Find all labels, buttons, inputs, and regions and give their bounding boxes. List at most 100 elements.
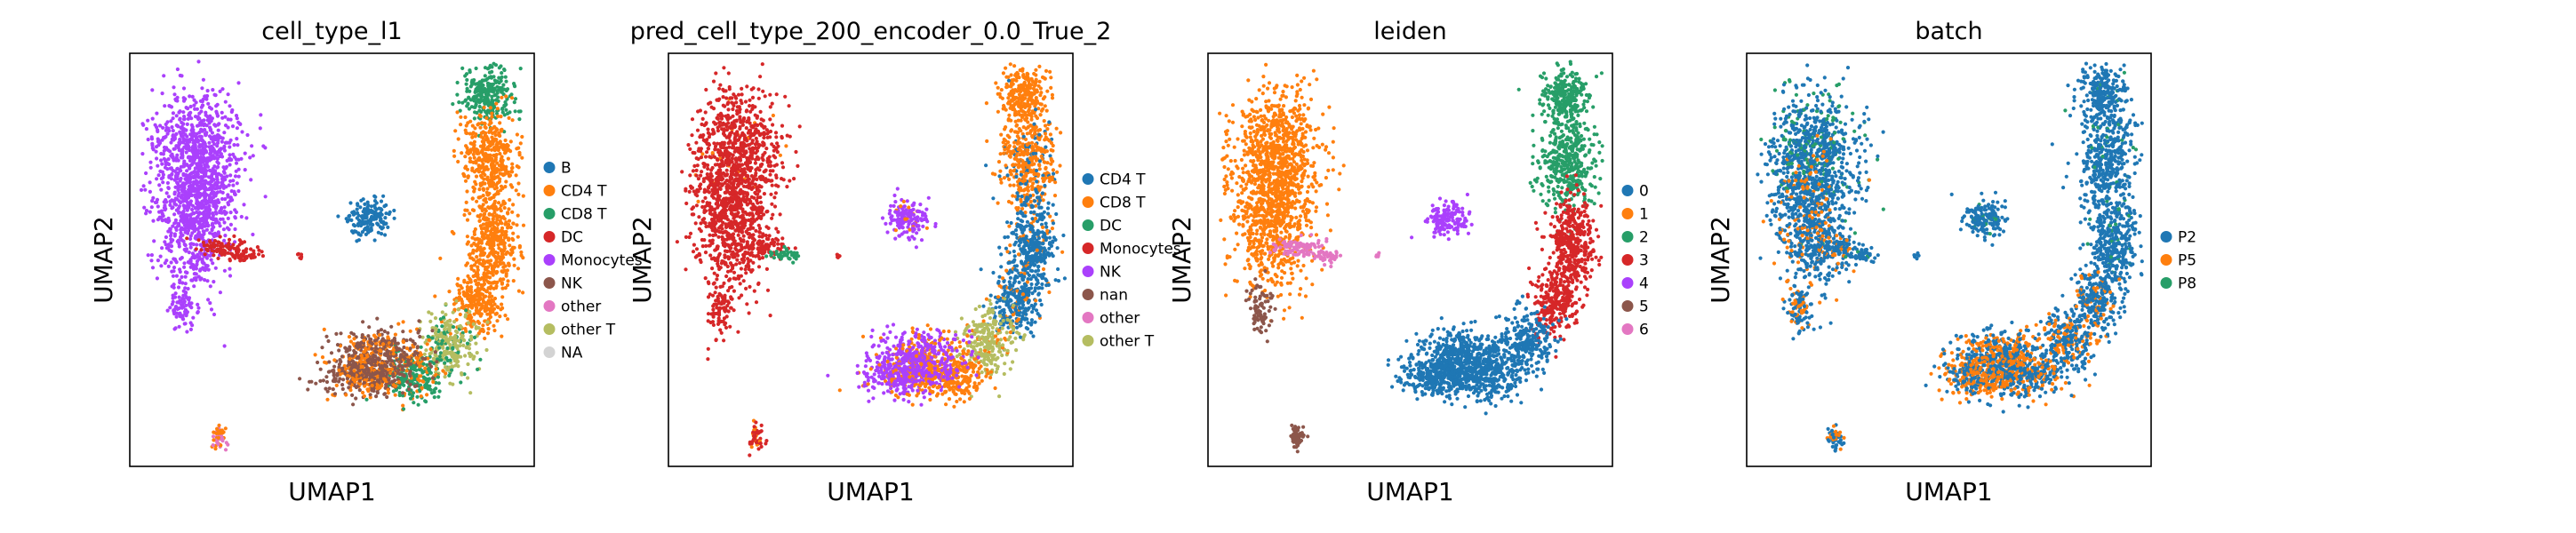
scatter-point (498, 314, 502, 319)
scatter-point (384, 203, 388, 208)
scatter-point (203, 198, 207, 203)
scatter-point (502, 166, 507, 171)
scatter-point (163, 104, 167, 108)
scatter-point (482, 235, 486, 240)
scatter-point (706, 166, 710, 171)
scatter-point (458, 312, 462, 317)
scatter-point (772, 195, 777, 200)
scatter-point (192, 256, 196, 260)
scatter-point (451, 325, 456, 330)
scatter-point (500, 249, 505, 253)
scatter-point (428, 319, 433, 323)
scatter-point (225, 158, 229, 163)
scatter-point (408, 382, 412, 386)
scatter-point (171, 129, 175, 133)
scatter-point (223, 426, 228, 431)
scatter-point (190, 175, 196, 179)
scatter-point (179, 219, 183, 223)
scatter-point (476, 288, 481, 292)
scatter-point (214, 109, 219, 114)
scatter-point (375, 211, 380, 217)
scatter-point (143, 187, 148, 192)
scatter-point (191, 252, 196, 257)
scatter-point (170, 269, 174, 274)
scatter-point (201, 103, 205, 107)
scatter-point (161, 175, 165, 179)
scatter-point (502, 268, 507, 273)
scatter-point (499, 184, 504, 188)
scatter-point (396, 368, 401, 372)
scatter-point (503, 138, 508, 143)
scatter-point (716, 129, 721, 133)
scatter-point (189, 278, 194, 282)
scatter-point (151, 219, 156, 223)
scatter-point (711, 107, 716, 111)
scatter-point (171, 111, 175, 115)
scatter-point (475, 110, 479, 115)
scatter-point (504, 107, 508, 112)
scatter-point (383, 216, 388, 220)
scatter-point (156, 173, 161, 178)
scatter-point (383, 233, 388, 237)
scatter-point (180, 306, 184, 310)
scatter-point (500, 216, 504, 220)
scatter-point (356, 202, 360, 206)
scatter-point (487, 243, 492, 247)
scatter-point (203, 190, 207, 195)
scatter-point (476, 123, 480, 127)
scatter-point (496, 201, 501, 205)
scatter-point (229, 109, 234, 115)
scatter-point (217, 200, 221, 204)
scatter-point (231, 183, 236, 187)
scatter-point (483, 66, 488, 70)
scatter-point (238, 122, 243, 126)
scatter-point (222, 148, 227, 153)
scatter-point (212, 123, 217, 127)
scatter-point (168, 199, 172, 203)
scatter-point (363, 384, 367, 388)
scatter-point (384, 211, 388, 216)
scatter-point (192, 181, 196, 186)
scatter-point (340, 386, 345, 392)
scatter-point (189, 187, 194, 191)
scatter-point (476, 85, 481, 90)
scatter-point (215, 183, 220, 188)
scatter-point (212, 171, 216, 176)
scatter-point (203, 252, 207, 257)
scatter-point (379, 199, 384, 203)
scatter-point (472, 105, 476, 109)
scatter-point (476, 301, 482, 306)
scatter-point (446, 340, 451, 345)
scatter-point (483, 265, 488, 269)
scatter-point (408, 346, 412, 351)
scatter-point (205, 249, 210, 253)
scatter-point (236, 174, 241, 179)
scatter-point (432, 388, 436, 393)
scatter-point (220, 115, 225, 120)
scatter-point (150, 199, 155, 203)
scatter-point (151, 147, 156, 152)
scatter-point (447, 373, 452, 378)
scatter-point (226, 203, 231, 207)
scatter-point (222, 175, 227, 179)
scatter-point (186, 202, 190, 206)
scatter-point (183, 322, 188, 326)
scatter-point (196, 214, 200, 219)
scatter-point (417, 329, 421, 333)
scatter-point (192, 284, 196, 289)
scatter-point (471, 251, 476, 255)
scatter-point (474, 102, 478, 107)
scatter-point (764, 147, 769, 151)
scatter-point (228, 153, 232, 157)
scatter-point (499, 277, 503, 282)
scatter-point (344, 393, 348, 397)
scatter-point (190, 149, 195, 154)
scatter-point (196, 195, 200, 199)
scatter-point (160, 211, 164, 216)
scatter-point (203, 278, 207, 282)
scatter-point (511, 237, 516, 243)
scatter-point (221, 248, 226, 252)
scatter-point (483, 95, 487, 99)
scatter-point (337, 365, 341, 370)
